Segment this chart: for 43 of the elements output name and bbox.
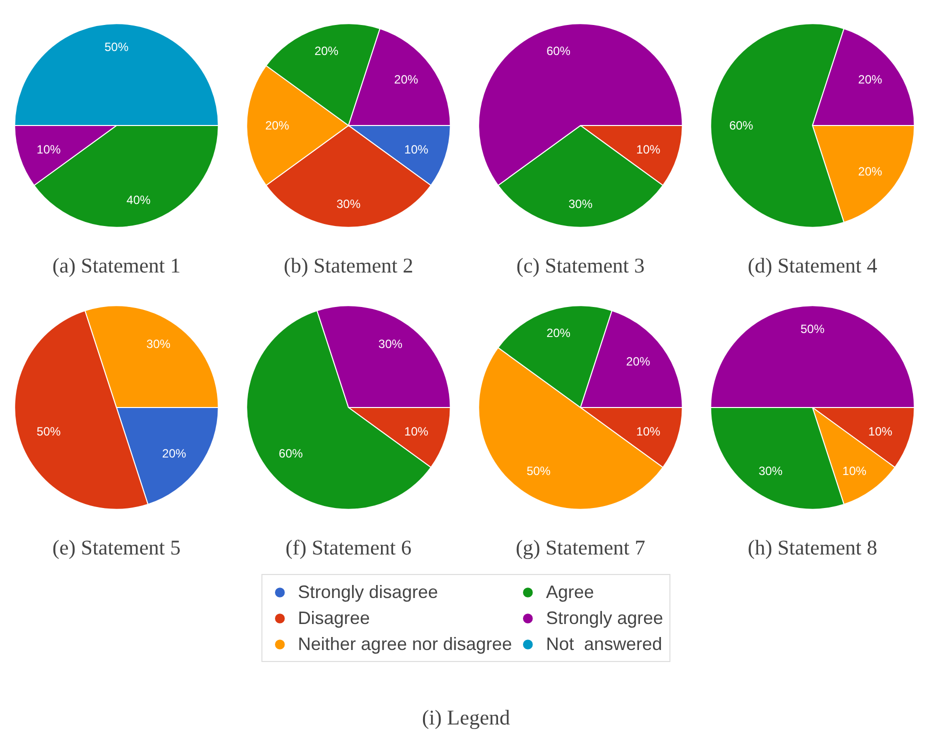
data-label: 50% xyxy=(800,322,825,336)
text: (c) Statement 3 xyxy=(516,254,645,278)
data-label: 40% xyxy=(126,193,151,208)
data-label: 20% xyxy=(858,164,883,179)
data-label: 20% xyxy=(162,446,187,461)
data-label: 30% xyxy=(378,337,403,352)
data-label: 10% xyxy=(636,142,661,157)
legend-label: Strongly disagree xyxy=(298,582,438,602)
data-label: 30% xyxy=(146,337,171,352)
data-label: 50% xyxy=(526,464,551,478)
data-label: 10% xyxy=(842,464,867,478)
data-label: 20% xyxy=(546,326,571,340)
data-label: 20% xyxy=(314,44,339,58)
legend-label: Agree xyxy=(546,582,594,602)
text: (b) Statement 2 xyxy=(284,254,414,278)
data-label: 20% xyxy=(265,118,290,132)
data-label: 60% xyxy=(729,118,754,132)
text: (d) Statement 4 xyxy=(748,254,878,278)
text: (f) Statement 6 xyxy=(286,536,412,560)
data-label: 30% xyxy=(336,196,361,211)
data-label: 60% xyxy=(546,44,571,58)
data-label: 10% xyxy=(404,424,429,439)
legend-label: Neither agree nor disagree xyxy=(298,634,512,654)
text: (a) Statement 1 xyxy=(52,254,181,278)
text: (e) Statement 5 xyxy=(52,536,181,560)
text: (i) Legend xyxy=(422,706,511,730)
text: (h) Statement 8 xyxy=(748,536,878,560)
data-label: 50% xyxy=(104,40,129,54)
text: (g) Statement 7 xyxy=(516,536,646,560)
data-label: 30% xyxy=(758,464,783,478)
data-label: 10% xyxy=(636,424,661,439)
data-label: 30% xyxy=(568,196,593,211)
data-label: 50% xyxy=(36,424,62,439)
data-label: 20% xyxy=(858,72,883,86)
data-label: 10% xyxy=(404,142,429,157)
legend-label: Strongly agree xyxy=(546,608,664,628)
data-label: 10% xyxy=(868,424,893,439)
data-label: 10% xyxy=(36,142,62,157)
legend-label: Disagree xyxy=(298,608,370,628)
data-label: 20% xyxy=(626,354,651,368)
data-label: 60% xyxy=(278,446,304,461)
data-label: 20% xyxy=(394,72,419,86)
legend-label: Not answered xyxy=(546,634,662,654)
